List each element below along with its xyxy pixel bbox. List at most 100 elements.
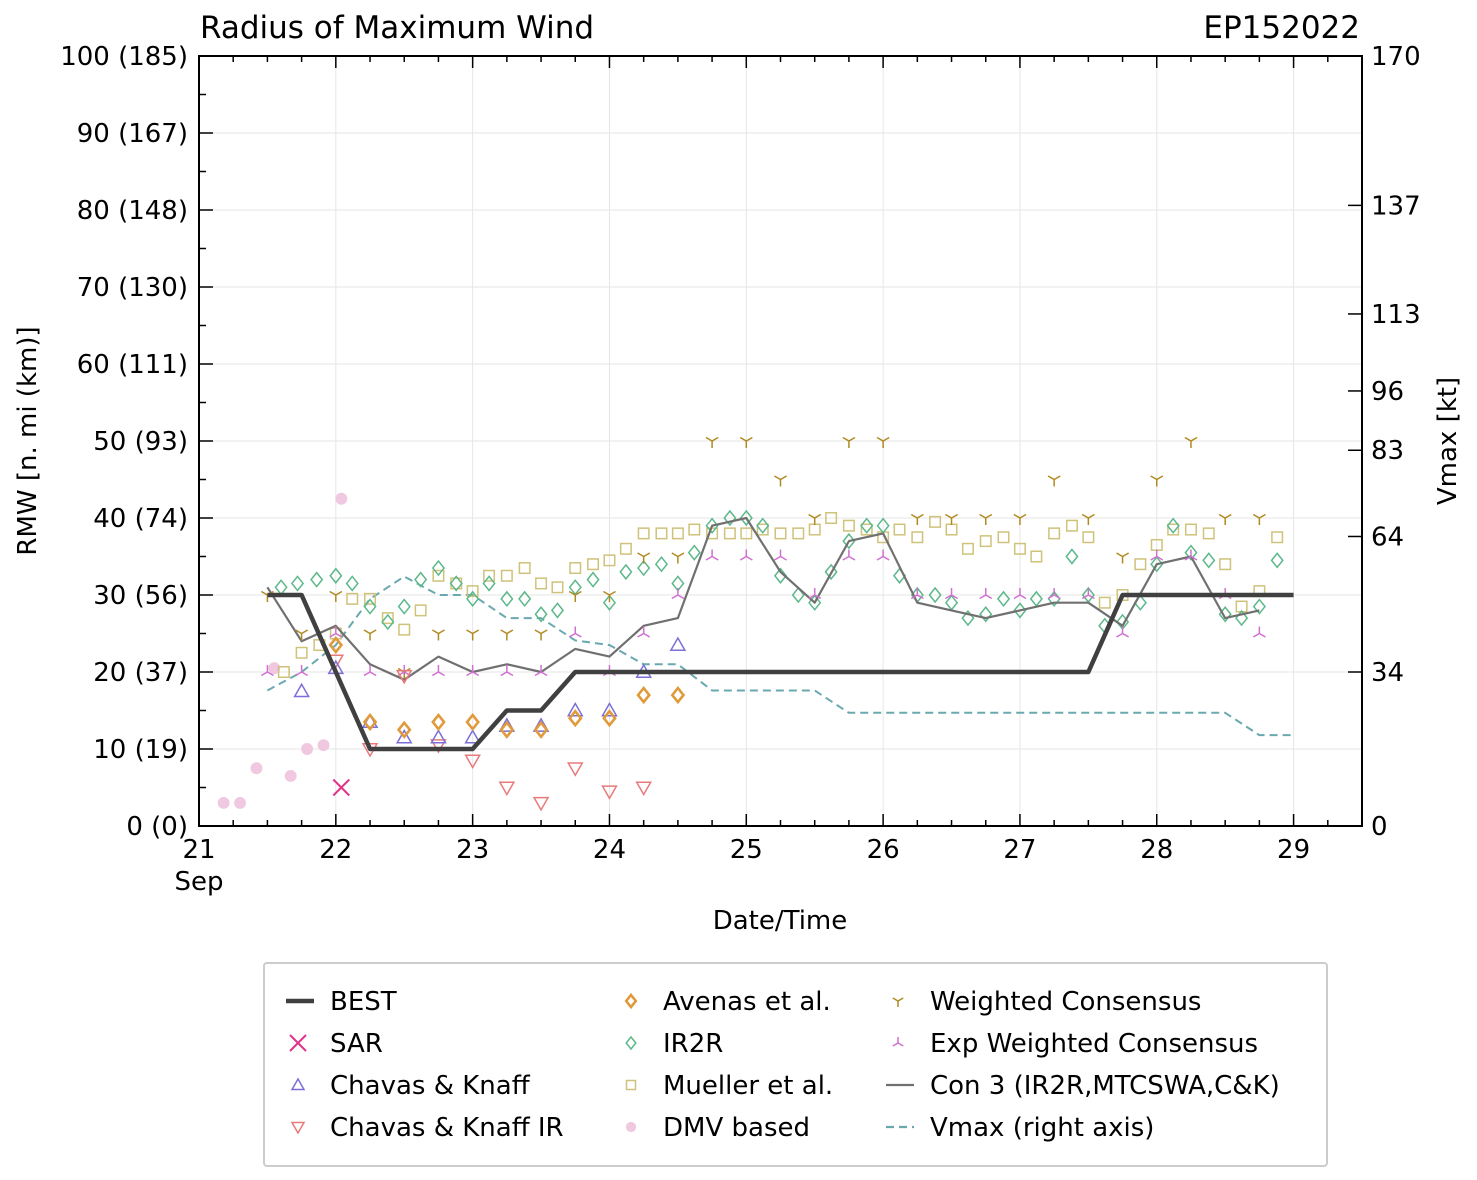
ir2r-point [274, 579, 288, 596]
exp-weighted-consensus-point [466, 665, 480, 677]
right-axis-tick-label: 137 [1371, 191, 1421, 221]
ir2r-point [290, 575, 305, 592]
x-tick-label: 28 [1140, 835, 1173, 865]
dmv-based-point [234, 796, 246, 809]
mueller-et-al-point [414, 604, 427, 617]
ir2r-point [979, 606, 993, 623]
ir2r-point [705, 517, 719, 534]
mueller-et-al-point [860, 523, 873, 536]
mueller-et-al-point [688, 523, 701, 536]
ir2r-point [739, 509, 753, 527]
exp-weighted-consensus-point [1184, 549, 1198, 561]
weighted-consensus-point [1116, 552, 1130, 564]
weighted-consensus-point [1150, 475, 1164, 487]
con-3-ir2r-mtcswa-c-k-line [266, 516, 1260, 681]
chavas-knaff-point [293, 682, 310, 698]
ir2r-point [996, 590, 1011, 608]
legend-label-best: BEST [330, 987, 397, 1017]
weighted-consensus-point [910, 513, 924, 525]
weighted-consensus-point [842, 436, 856, 448]
mueller-et-al-point [1202, 527, 1215, 540]
x-tick-label: 26 [867, 835, 900, 865]
chavas-knaff-ir-point [532, 796, 550, 812]
mueller-et-al-point [1219, 558, 1232, 571]
ir2r-point [619, 563, 633, 581]
x-tick-label: 24 [593, 835, 626, 865]
mueller-et-al-point [500, 569, 513, 582]
chavas-knaff-ir-point [498, 781, 516, 797]
ir2r-point [1065, 548, 1079, 565]
exp-weighted-consensus-point [295, 665, 309, 677]
mueller-et-al-point [1030, 550, 1043, 563]
x-tick-label: 29 [1277, 835, 1310, 865]
mueller-et-al-point [740, 527, 753, 540]
legend-label-exp-weighted-consensus: Exp Weighted Consensus [930, 1029, 1258, 1059]
right-axis-tick-label: 34 [1371, 658, 1404, 688]
mueller-et-al-point [1184, 523, 1197, 536]
y-tick-label: 0 (0) [126, 812, 188, 842]
ir2r-point [310, 571, 324, 588]
avenas-et-al-point [567, 709, 583, 728]
legend-label-chavas-knaff: Chavas & Knaff [330, 1071, 531, 1101]
mueller-et-al-point [792, 527, 805, 540]
y-tick-label: 20 (37) [93, 658, 188, 688]
ir2r-point [1270, 552, 1284, 569]
mueller-et-al-point [1134, 558, 1147, 571]
mueller-et-al-point [671, 527, 684, 540]
ir2r-point [1184, 544, 1198, 561]
mueller-et-al-point [774, 527, 787, 540]
weighted-consensus-point [363, 629, 377, 641]
exp-weighted-consensus-point [1013, 588, 1027, 600]
exp-weighted-consensus-point [671, 588, 685, 600]
avenas-et-al-point [602, 709, 617, 728]
ir2r-point [466, 590, 480, 608]
chavas-knaff-point [532, 717, 550, 732]
ir2r-point [687, 544, 701, 561]
ir2r-point [1013, 602, 1027, 619]
chavas-knaff-ir-point [395, 669, 413, 685]
mueller-et-al-point [756, 523, 769, 536]
x-axis-label: Date/Time [713, 906, 848, 936]
ir2r-point [500, 590, 514, 608]
y-tick-label: 100 (185) [60, 42, 188, 72]
x-tick-label: 23 [456, 835, 489, 865]
avenas-et-al-point [636, 686, 651, 705]
mueller-et-al-point [432, 569, 445, 582]
exp-weighted-consensus-point [363, 665, 377, 677]
weighted-consensus-point [808, 513, 822, 525]
mueller-et-al-point [381, 612, 394, 625]
mueller-et-al-point [997, 531, 1010, 544]
mueller-et-al-point [808, 523, 821, 536]
legend-label-dmv-based: DMV based [663, 1113, 810, 1143]
y-axis-label: RMW [n. mi (km)] [13, 326, 43, 555]
mueller-et-al-point [1167, 523, 1180, 536]
y-tick-label: 10 (19) [93, 735, 188, 765]
dmv-based-point [301, 743, 314, 755]
legend-swatch-mueller-et-al [625, 1079, 637, 1091]
y-tick-label: 40 (74) [93, 504, 188, 534]
mueller-et-al-point [637, 527, 650, 540]
ir2r-point [1029, 590, 1043, 608]
mueller-et-al-point [911, 531, 924, 544]
avenas-et-al-point [431, 712, 446, 732]
x-tick-label: 22 [319, 835, 352, 865]
ir2r-point [449, 575, 463, 592]
avenas-et-al-point [499, 720, 515, 739]
chavas-knaff-point [464, 728, 481, 744]
right-axis-tick-label: 0 [1371, 812, 1388, 842]
exp-weighted-consensus-point [739, 549, 753, 561]
y-tick-label: 50 (93) [93, 427, 188, 457]
weighted-consensus-point [500, 629, 514, 641]
mueller-et-al-point [518, 562, 531, 575]
ir2r-point [1166, 517, 1180, 534]
best-line [267, 592, 1294, 752]
exp-weighted-consensus-point [500, 665, 514, 677]
exp-weighted-consensus-point [637, 626, 651, 638]
legend-label-chavas-knaff-ir: Chavas & Knaff IR [330, 1113, 564, 1143]
legend-frame [263, 962, 1328, 1167]
exp-weighted-consensus-point [534, 665, 548, 677]
mueller-et-al-point [945, 523, 958, 536]
mueller-et-al-point [825, 512, 838, 524]
